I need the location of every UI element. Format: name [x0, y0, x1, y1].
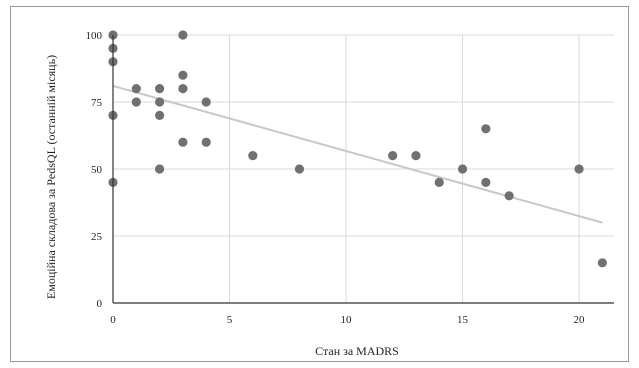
y-tick-label: 75 — [91, 97, 103, 109]
data-point — [131, 84, 141, 94]
trendline-layer — [112, 84, 603, 224]
data-point — [481, 124, 491, 134]
data-point — [155, 97, 165, 107]
data-points — [108, 30, 607, 268]
axes — [112, 35, 614, 304]
tick-labels: 0 25 50 75 100 0 5 10 15 20 — [86, 30, 586, 326]
x-tick-label: 0 — [110, 314, 116, 326]
data-point — [178, 70, 188, 80]
data-point — [574, 164, 584, 174]
data-point — [155, 110, 165, 120]
data-point — [457, 164, 468, 174]
data-point — [155, 84, 165, 94]
x-tick-label: 15 — [457, 314, 469, 326]
y-tick-label: 100 — [86, 30, 103, 42]
y-tick-label: 0 — [97, 298, 103, 310]
data-point — [248, 151, 258, 161]
y-axis-title: Емоційна складова за PedsQL (останній мі… — [44, 55, 58, 299]
data-point — [481, 177, 491, 187]
data-point — [411, 151, 421, 161]
chart-frame: 0 25 50 75 100 0 5 10 15 20 Стан за MADRS Емоційн… — [10, 6, 629, 362]
data-point — [434, 177, 444, 187]
grid-lines — [113, 34, 614, 303]
data-point — [597, 258, 607, 268]
scatter-chart: 0 25 50 75 100 0 5 10 15 20 Стан за MADRS Емоційн… — [44, 30, 614, 358]
x-tick-label: 10 — [341, 314, 353, 326]
data-point — [131, 97, 141, 107]
data-point — [201, 137, 211, 147]
x-tick-label: 5 — [227, 314, 233, 326]
data-point — [294, 164, 305, 174]
data-point — [178, 30, 188, 40]
data-point — [155, 164, 165, 174]
data-point — [178, 137, 188, 147]
data-point — [178, 84, 188, 94]
data-point — [388, 151, 398, 161]
data-point — [201, 97, 211, 107]
y-tick-label: 25 — [91, 231, 103, 243]
data-point — [504, 191, 514, 201]
x-axis-title: Стан за MADRS — [315, 344, 399, 358]
trendline — [112, 84, 603, 224]
y-tick-label: 50 — [91, 164, 103, 176]
x-tick-label: 20 — [574, 314, 586, 326]
